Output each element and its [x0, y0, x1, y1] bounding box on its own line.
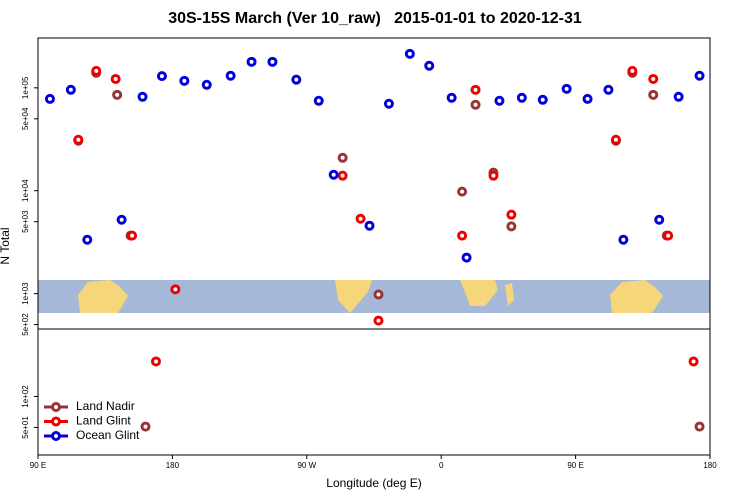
- point: [170, 284, 181, 295]
- point: [618, 234, 629, 245]
- point: [246, 56, 257, 67]
- legend-marker: [51, 431, 61, 441]
- point: [267, 56, 278, 67]
- y-tick-label: 5e+02: [21, 313, 30, 336]
- point: [663, 230, 674, 241]
- point: [373, 289, 384, 300]
- point: [461, 252, 472, 263]
- x-tick-label: 180: [166, 461, 180, 470]
- point: [73, 134, 84, 145]
- point: [446, 92, 457, 103]
- point: [603, 84, 614, 95]
- legend-label: Land Glint: [76, 414, 131, 428]
- y-tick-label: 1e+02: [21, 385, 30, 408]
- point: [673, 91, 684, 102]
- point: [648, 89, 659, 100]
- point: [112, 89, 123, 100]
- y-tick-label: 5e+01: [21, 416, 30, 439]
- point: [457, 230, 468, 241]
- x-tick-label: 90 E: [567, 461, 583, 470]
- point: [383, 98, 394, 109]
- point: [44, 93, 55, 104]
- y-tick-label: 1e+03: [21, 282, 30, 305]
- point: [404, 48, 415, 59]
- legend-label: Land Nadir: [76, 399, 135, 413]
- point: [516, 92, 527, 103]
- map-background: [38, 280, 710, 313]
- chart-title: 30S-15S March (Ver 10_raw) 2015-01-01 to…: [168, 10, 582, 27]
- point: [457, 186, 468, 197]
- point: [506, 209, 517, 220]
- point: [337, 152, 348, 163]
- point: [65, 84, 76, 95]
- point: [694, 421, 705, 432]
- legend-label: Ocean Glint: [76, 428, 140, 442]
- point: [654, 214, 665, 225]
- point: [506, 221, 517, 232]
- point: [694, 70, 705, 81]
- legend-marker: [51, 416, 61, 427]
- point: [470, 99, 481, 110]
- point: [424, 60, 435, 71]
- point: [364, 220, 375, 231]
- x-tick-label: 180: [703, 461, 717, 470]
- point: [582, 93, 593, 104]
- point: [561, 83, 572, 94]
- point: [313, 95, 324, 106]
- point: [140, 421, 151, 432]
- y-tick-label: 1e+05: [21, 76, 30, 99]
- y-axis-label: N Total: [0, 227, 12, 264]
- y-tick-label: 1e+04: [21, 179, 30, 202]
- point: [110, 73, 121, 84]
- point: [291, 74, 302, 85]
- point: [127, 230, 138, 241]
- point: [494, 95, 505, 106]
- y-tick-label: 5e+03: [21, 210, 30, 233]
- x-tick-label: 0: [439, 461, 444, 470]
- x-tick-label: 90 W: [297, 461, 316, 470]
- point: [488, 170, 499, 181]
- point: [328, 169, 339, 180]
- point: [91, 65, 102, 76]
- x-tick-label: 90 E: [30, 461, 46, 470]
- x-axis-label: Longitude (deg E): [326, 476, 421, 490]
- plot-frame: [37, 37, 711, 456]
- point: [688, 356, 699, 367]
- point: [225, 70, 236, 81]
- point: [355, 213, 366, 224]
- point: [610, 134, 621, 145]
- point: [648, 73, 659, 84]
- point: [470, 84, 481, 95]
- legend-marker: [51, 402, 61, 412]
- y-tick-label: 5e+04: [21, 107, 30, 130]
- point: [627, 65, 638, 76]
- point: [116, 214, 127, 225]
- point: [337, 170, 348, 181]
- point: [537, 94, 548, 105]
- point: [201, 79, 212, 90]
- point: [373, 315, 384, 326]
- point: [150, 356, 161, 367]
- point: [137, 91, 148, 102]
- point: [156, 71, 167, 82]
- point: [82, 234, 93, 245]
- point: [179, 75, 190, 86]
